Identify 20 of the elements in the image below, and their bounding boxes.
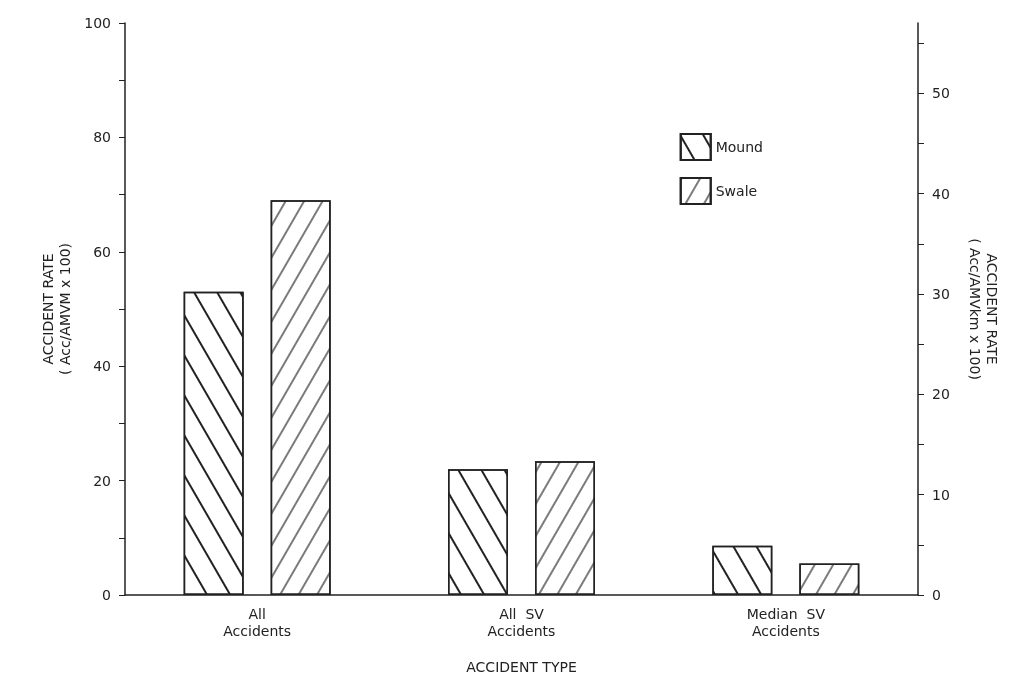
y2-tick-label: 20: [932, 386, 950, 403]
y2-tick-label: 50: [932, 85, 950, 102]
y-tick-label: 100: [84, 15, 111, 31]
y-axis-title: ACCIDENT RATE ( Acc/AMVM x 100): [39, 242, 73, 376]
y-tick-label: 60: [93, 243, 111, 260]
legend-label: Mound: [715, 139, 763, 155]
x-tick-label: All Accidents: [223, 605, 292, 639]
y2-axis-title: ACCIDENT RATE ( Acc/AMVkm x 100): [966, 238, 1000, 380]
y2-tick-label: 10: [932, 486, 950, 503]
legend-label: Swale: [715, 183, 758, 199]
y-tick-label: 40: [93, 358, 111, 375]
y-tick-label: 20: [93, 472, 111, 489]
x-axis-title: ACCIDENT TYPE: [466, 659, 577, 675]
y2-tick-label: 0: [932, 587, 941, 603]
x-tick-label: All SV Accidents: [487, 605, 556, 639]
y2-tick-label: 30: [932, 285, 950, 302]
y-tick-label: 0: [102, 587, 111, 603]
x-tick-label: Median SV Accidents: [746, 605, 826, 639]
y-tick-label: 80: [93, 129, 111, 146]
y2-tick-label: 40: [932, 185, 950, 202]
